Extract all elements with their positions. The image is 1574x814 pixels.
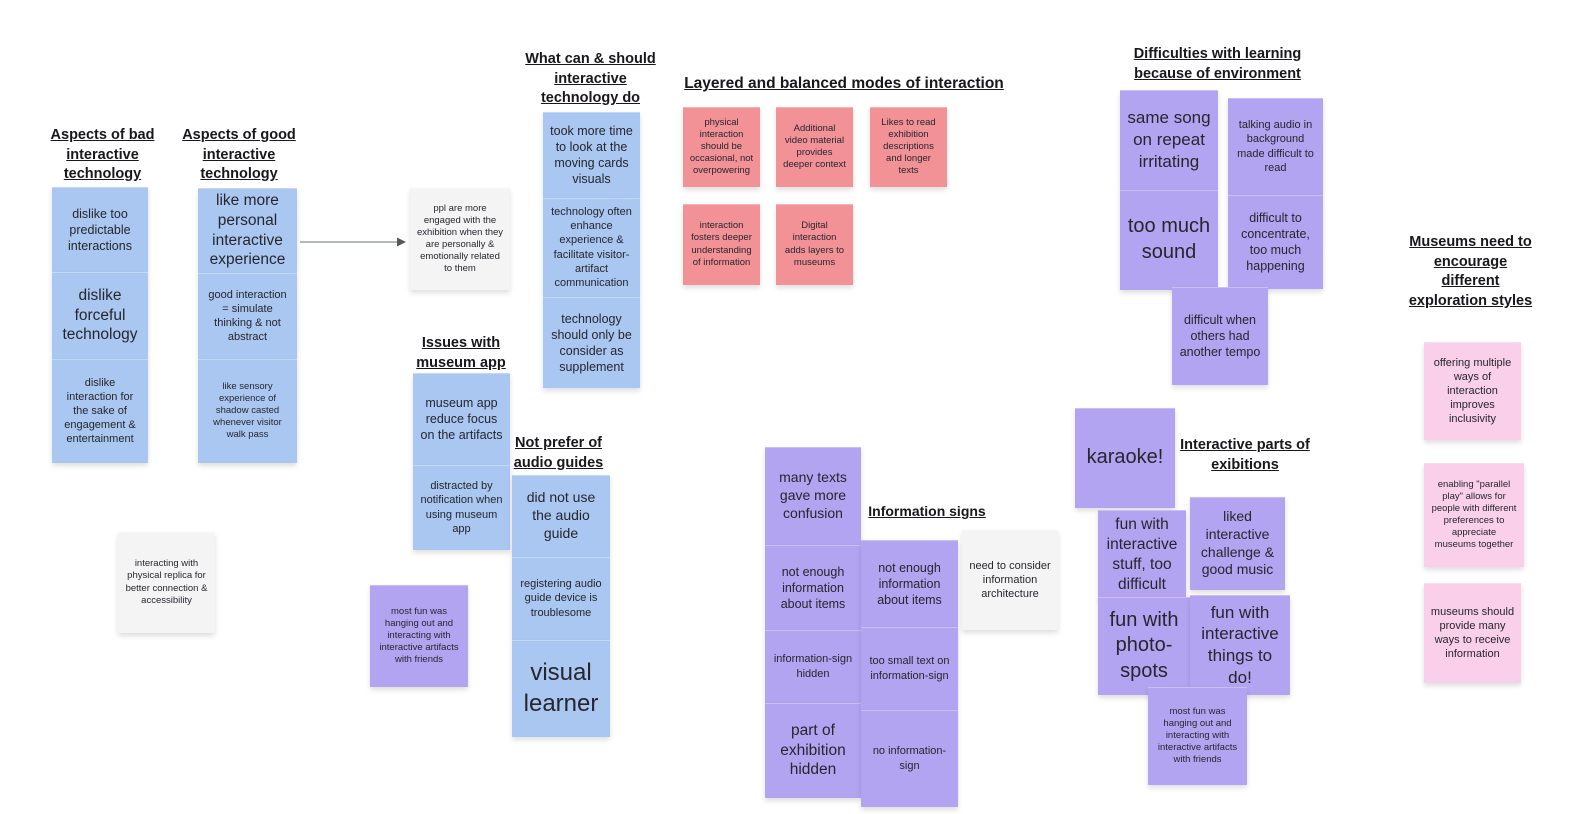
note-difficult-concentrate[interactable]: difficult to concentrate, too much happe… bbox=[1228, 195, 1323, 289]
note-tech-supplement[interactable]: technology should only be consider as su… bbox=[543, 297, 640, 388]
note-not-enough-info-b[interactable]: not enough information about items bbox=[861, 540, 958, 627]
note-same-song-repeat[interactable]: same song on repeat irritating bbox=[1120, 90, 1218, 190]
note-interactive-things-to-do[interactable]: fun with interactive things to do! bbox=[1190, 595, 1290, 695]
heading-difficulties-environment[interactable]: Difficulties with learning because of en… bbox=[1133, 46, 1302, 82]
heading-layered-modes[interactable]: Layered and balanced modes of interactio… bbox=[684, 75, 1004, 92]
note-many-ways-information[interactable]: museums should provide many ways to rece… bbox=[1424, 583, 1521, 683]
note-moving-cards[interactable]: took more time to look at the moving car… bbox=[543, 112, 640, 198]
note-digital-layers[interactable]: Digital interaction adds layers to museu… bbox=[776, 204, 853, 285]
note-app-reduce-focus[interactable]: museum app reduce focus on the artifacts bbox=[413, 373, 510, 465]
note-simulate-thinking[interactable]: good interaction = simulate thinking & n… bbox=[198, 273, 297, 359]
note-physical-occasional[interactable]: physical interaction should be occasiona… bbox=[683, 107, 760, 187]
note-most-fun-friends-left[interactable]: most fun was hanging out and interacting… bbox=[370, 585, 468, 687]
note-dislike-predictable[interactable]: dislike too predictable interactions bbox=[52, 187, 148, 272]
note-registering-troublesome[interactable]: registering audio guide device is troubl… bbox=[512, 557, 610, 640]
arrow-connector[interactable] bbox=[299, 235, 407, 249]
note-too-much-sound[interactable]: too much sound bbox=[1120, 190, 1218, 290]
note-no-information-sign[interactable]: no information-sign bbox=[861, 710, 958, 807]
note-no-audio-guide[interactable]: did not use the audio guide bbox=[512, 475, 610, 557]
note-not-enough-info-a[interactable]: not enough information about items bbox=[765, 545, 861, 630]
note-sign-hidden[interactable]: information-sign hidden bbox=[765, 630, 861, 703]
heading-good-tech[interactable]: Aspects of good interactive technology bbox=[182, 127, 296, 183]
note-dislike-engagement-sake[interactable]: dislike interaction for the sake of enga… bbox=[52, 359, 148, 463]
note-exhibition-hidden[interactable]: part of exhibition hidden bbox=[765, 703, 861, 798]
note-another-tempo[interactable]: difficult when others had another tempo bbox=[1172, 287, 1268, 385]
note-enhance-experience[interactable]: technology often enhance experience & fa… bbox=[543, 198, 640, 297]
note-parallel-play[interactable]: enabling "parallel play" allows for peop… bbox=[1424, 463, 1524, 567]
heading-what-can[interactable]: What can & should interactive technology… bbox=[525, 51, 656, 107]
note-photo-spots[interactable]: fun with photo-spots bbox=[1098, 597, 1190, 695]
note-notification-distraction[interactable]: distracted by notification when using mu… bbox=[413, 465, 510, 550]
heading-audio-guides[interactable]: Not prefer of audio guides bbox=[513, 435, 604, 471]
note-most-fun-friends-right[interactable]: most fun was hanging out and interacting… bbox=[1148, 687, 1247, 785]
note-likes-to-read[interactable]: Likes to read exhibition descriptions an… bbox=[870, 107, 947, 187]
note-ppl-emotionally-engaged[interactable]: ppl are more engaged with the exhibition… bbox=[410, 188, 510, 290]
note-too-small-text[interactable]: too small text on information-sign bbox=[861, 627, 958, 710]
note-video-context[interactable]: Additional video material provides deepe… bbox=[776, 107, 853, 187]
heading-museum-app[interactable]: Issues with museum app bbox=[416, 335, 506, 371]
heading-bad-tech[interactable]: Aspects of bad interactive technology bbox=[50, 127, 155, 183]
note-dislike-forceful[interactable]: dislike forceful technology bbox=[52, 272, 148, 359]
note-many-texts-confusion[interactable]: many texts gave more confusion bbox=[765, 447, 861, 545]
note-talking-audio[interactable]: talking audio in background made difficu… bbox=[1228, 98, 1323, 195]
note-fosters-understanding[interactable]: interaction fosters deeper understanding… bbox=[683, 204, 760, 285]
note-information-architecture[interactable]: need to consider information architectur… bbox=[962, 530, 1058, 630]
note-sensory-shadow[interactable]: like sensory experience of shadow casted… bbox=[198, 359, 297, 463]
note-physical-replica[interactable]: interacting with physical replica for be… bbox=[118, 532, 215, 633]
note-liked-challenge-music[interactable]: liked interactive challenge & good music bbox=[1190, 497, 1285, 590]
note-visual-learner[interactable]: visual learner bbox=[512, 640, 610, 737]
note-multiple-ways-inclusivity[interactable]: offering multiple ways of interaction im… bbox=[1424, 342, 1521, 440]
heading-interactive-parts[interactable]: Interactive parts of exibitions bbox=[1180, 437, 1310, 473]
heading-exploration-styles[interactable]: Museums need to encourage different expl… bbox=[1408, 234, 1533, 309]
note-fun-too-difficult[interactable]: fun with interactive stuff, too difficul… bbox=[1098, 510, 1186, 600]
note-personal-experience[interactable]: like more personal interactive experienc… bbox=[198, 188, 297, 273]
note-karaoke[interactable]: karaoke! bbox=[1075, 408, 1175, 508]
heading-information-signs[interactable]: Information signs bbox=[868, 503, 986, 519]
